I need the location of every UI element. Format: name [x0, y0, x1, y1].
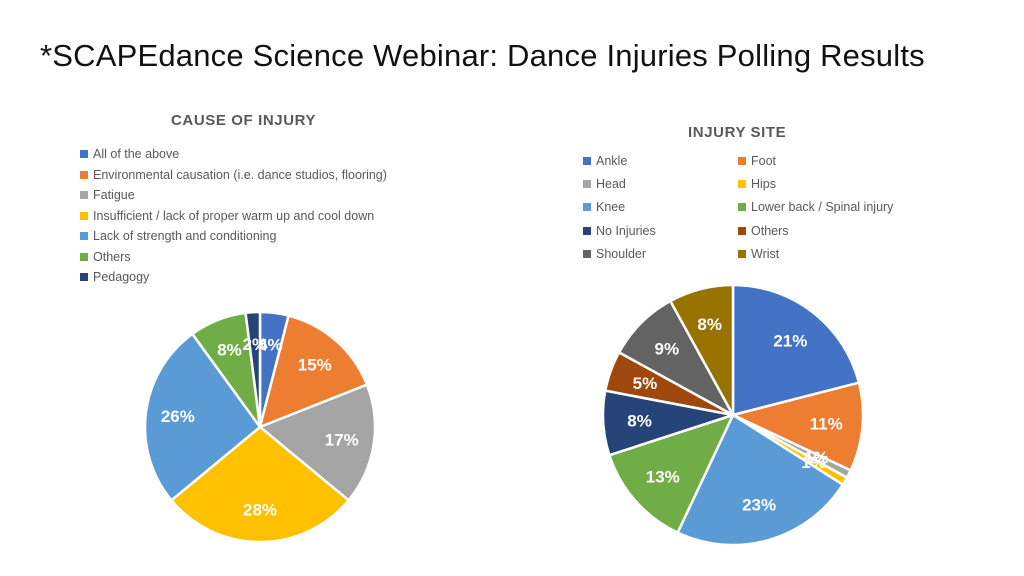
cause-legend-swatch	[80, 191, 88, 199]
site-legend-item-head: Head	[583, 176, 626, 192]
site-legend-swatch	[738, 203, 746, 212]
site-legend-label: Ankle	[596, 154, 628, 168]
site-legend-label: No Injuries	[596, 223, 656, 238]
site-data-label-foot: 11%	[810, 414, 843, 433]
site-slice-ankle	[731, 283, 861, 417]
site-pie: 21% 11% 1%1% 23% 13% 8% 5% 9% 8%	[601, 283, 865, 547]
site-data-label-shoulder: 9%	[655, 339, 680, 358]
site-legend-swatch	[738, 249, 746, 258]
site-legend-item-others: Others	[738, 223, 789, 239]
cause-legend-item-all-of-the-above: All of the above	[80, 146, 179, 162]
site-legend-item-wrist: Wrist	[738, 246, 779, 262]
site-legend-swatch	[583, 203, 591, 212]
site-legend-swatch	[738, 226, 746, 235]
site-legend-label: Lower back / Spinal injury	[751, 200, 894, 215]
site-data-label-knee: 23%	[742, 495, 776, 514]
cause-legend-label: Environmental causation (i.e. dance stud…	[93, 167, 387, 182]
site-data-label-others: 5%	[633, 374, 658, 393]
cause-legend-label: Others	[93, 249, 131, 264]
cause-legend-swatch	[80, 232, 88, 240]
cause-data-label-others: 8%	[217, 341, 242, 360]
cause-slice-pedagogy	[244, 310, 262, 429]
cause-legend-label: Insufficient / lack of proper warm up an…	[93, 208, 375, 223]
cause-data-label-lack-of-strength-and-conditioning: 26%	[161, 407, 195, 426]
cause-legend-item-insufficient-lack-of-proper-warm-up-and-cool-down: Insufficient / lack of proper warm up an…	[80, 208, 374, 224]
site-legend-swatch	[583, 226, 591, 235]
cause-legend-item-lack-of-strength-and-conditioning: Lack of strength and conditioning	[80, 228, 276, 244]
site-legend-swatch	[583, 249, 591, 258]
slide-title: *SCAPEdance Science Webinar: Dance Injur…	[40, 38, 925, 73]
site-legend-label: Others	[751, 223, 789, 238]
site-legend-label: Head	[596, 177, 626, 192]
site-data-label-head: 1%	[804, 448, 829, 467]
site-slice-wrist	[669, 283, 735, 417]
cause-legend-swatch	[80, 211, 88, 220]
cause-data-label-insufficient-lack-of-proper-warm-up-and-cool-down: 28%	[243, 500, 277, 519]
cause-data-label-pedagogy: 2%	[243, 335, 268, 354]
site-legend-item-lower-back-spinal-injury: Lower back / Spinal injury	[738, 199, 893, 215]
cause-legend-item-fatigue: Fatigue	[80, 187, 135, 203]
cause-legend-swatch	[80, 273, 88, 281]
site-legend-label: Hips	[751, 177, 777, 192]
site-legend-label: Knee	[596, 200, 626, 215]
cause-data-label-fatigue: 17%	[325, 430, 359, 449]
site-data-label-ankle: 21%	[773, 332, 807, 351]
site-chart-title: INJURY SITE	[688, 124, 787, 141]
cause-legend-swatch	[80, 252, 88, 261]
cause-data-label-environmental-causation-i-e-dance-studios-flooring: 15%	[298, 355, 332, 374]
site-data-label-no-injuries: 8%	[627, 411, 652, 430]
site-legend-item-no-injuries: No Injuries	[583, 223, 656, 239]
cause-legend-label: Lack of strength and conditioning	[93, 229, 277, 243]
cause-slice-fatigue	[258, 383, 377, 502]
site-data-label-hips: 1%	[801, 453, 826, 472]
cause-data-label-all-of-the-above: 4%	[258, 335, 283, 354]
site-slice-lower-back-spinal-injury	[608, 413, 735, 534]
site-legend-label: Wrist	[751, 246, 780, 261]
site-data-label-wrist: 8%	[697, 315, 722, 334]
site-legend-label: Shoulder	[596, 246, 647, 261]
site-legend-swatch	[583, 157, 591, 165]
cause-slice-lack-of-strength-and-conditioning	[143, 332, 262, 502]
cause-chart-title: CAUSE OF INJURY	[171, 112, 317, 129]
cause-legend-item-environmental-causation-i-e-dance-studios-flooring: Environmental causation (i.e. dance stud…	[80, 167, 387, 183]
site-legend-item-knee: Knee	[583, 199, 625, 215]
cause-slice-insufficient-lack-of-proper-warm-up-and-cool-down	[170, 425, 350, 544]
cause-legend-swatch	[80, 150, 88, 158]
cause-legend-label: All of the above	[93, 147, 180, 161]
site-legend-swatch	[583, 180, 591, 189]
site-legend-swatch	[738, 180, 746, 189]
cause-legend-swatch	[80, 170, 88, 179]
site-legend-label: Foot	[751, 154, 777, 168]
cause-legend-label: Fatigue	[93, 188, 135, 202]
cause-legend-item-others: Others	[80, 249, 131, 265]
site-slice-foot	[731, 381, 865, 472]
site-legend-item-shoulder: Shoulder	[583, 246, 646, 262]
cause-legend-label: Pedagogy	[93, 270, 150, 284]
cause-legend-item-pedagogy: Pedagogy	[80, 269, 149, 285]
site-legend-swatch	[738, 157, 746, 165]
cause-slice-environmental-causation-i-e-dance-studios-flooring	[258, 314, 369, 429]
site-data-label-lower-back-spinal-injury: 13%	[646, 467, 680, 486]
site-legend-item-foot: Foot	[738, 153, 776, 169]
cause-pie: 4% 15% 17% 28% 26% 8% 2%	[143, 310, 377, 544]
site-legend-item-hips: Hips	[738, 176, 776, 192]
site-legend-item-ankle: Ankle	[583, 153, 627, 169]
